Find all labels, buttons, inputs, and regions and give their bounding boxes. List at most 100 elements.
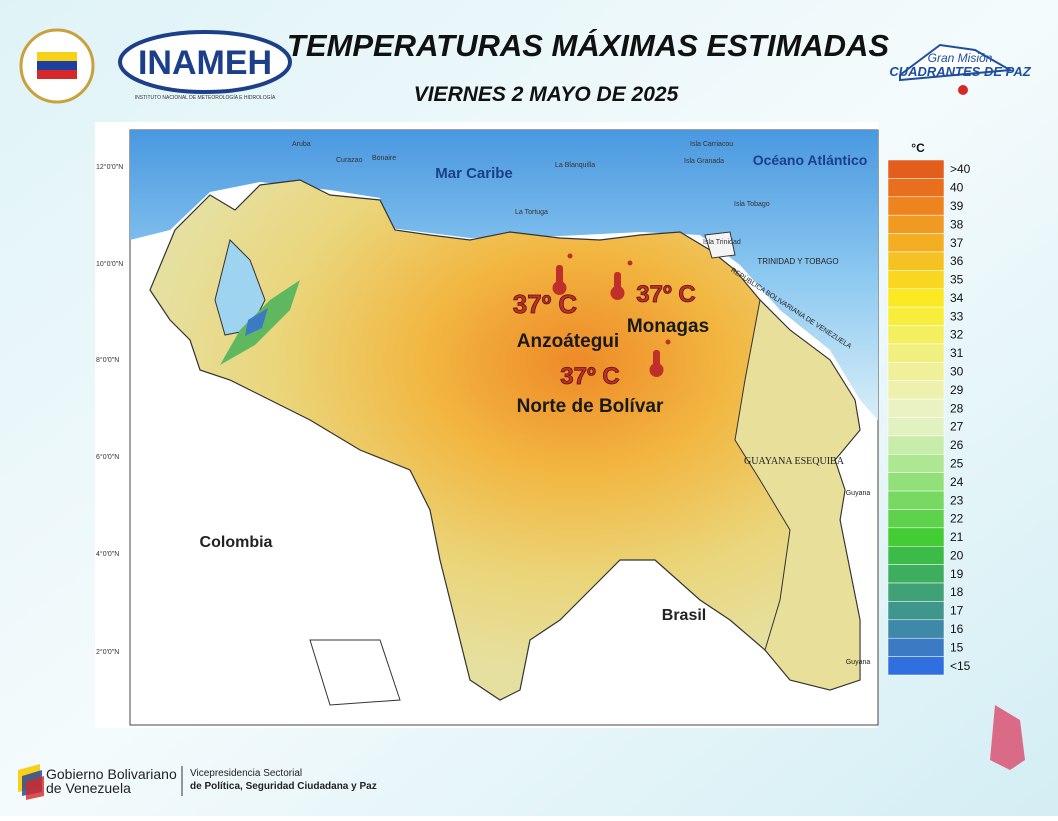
legend-label: 26 — [950, 438, 964, 452]
legend-swatch — [887, 527, 945, 547]
annotation-region: Monagas — [627, 316, 709, 337]
legend-swatch — [887, 251, 945, 271]
island-labels: Aruba Curazao Bonaire La Tortuga La Blan… — [292, 141, 770, 246]
legend-label: 34 — [950, 291, 964, 305]
legend-label: 19 — [950, 567, 964, 581]
logo-subtext: INSTITUTO NACIONAL DE METEOROLOGÍA E HID… — [135, 94, 276, 101]
country-label: Colombia — [200, 534, 273, 551]
lat-label: 8°0'0"N — [96, 356, 119, 364]
trinidad — [704, 231, 736, 259]
legend-label: 20 — [950, 548, 964, 562]
island-label: Isla Granada — [684, 158, 724, 165]
legend-label: 24 — [950, 475, 964, 489]
legend-label: 37 — [950, 236, 964, 250]
country-label: TRINIDAD Y TOBAGO — [757, 257, 838, 266]
annotation-temp: 37º C — [636, 281, 695, 308]
lat-label: 6°0'0"N — [96, 453, 119, 461]
footer-main: Gobierno Bolivariano — [46, 766, 177, 782]
legend-swatch — [887, 509, 945, 529]
legend-label: 15 — [950, 640, 964, 654]
legend-swatch — [887, 656, 945, 676]
inameh-logo — [118, 30, 292, 94]
colombia-shape — [309, 639, 401, 706]
legend-label: 38 — [950, 217, 964, 231]
lat-label: 12°0'0"N — [96, 163, 123, 171]
legend-label: 33 — [950, 309, 964, 323]
legend-swatch — [887, 398, 945, 418]
bicentennial-logo — [990, 705, 1025, 770]
logo-right-main: CUADRANTES DE PAZ — [889, 64, 1031, 79]
legend-swatch — [887, 270, 945, 290]
lat-label: 10°0'0"N — [96, 260, 123, 268]
legend-swatch — [887, 380, 945, 400]
legend: °C >40 40 39 38 37 36 35 34 33 32 31 30 29 28 27 26 25 24… — [887, 141, 971, 676]
island-label: Isla Tobago — [734, 201, 770, 208]
island-label: Aruba — [292, 141, 311, 148]
legend-label: 25 — [950, 456, 964, 470]
footer-sub: de Venezuela — [46, 780, 131, 796]
island-label: Isla Carriacou — [690, 141, 733, 148]
logo-text: INAMEH — [138, 44, 272, 82]
country-label: Guyana — [846, 659, 871, 666]
legend-label: 21 — [950, 530, 964, 544]
legend-label: 30 — [950, 365, 964, 379]
legend-label: 16 — [950, 622, 964, 636]
annotations: 37º C Anzoátegui 37º C Monagas 37º C Nor… — [512, 281, 709, 417]
legend-label: 23 — [950, 493, 964, 507]
legend-swatch — [887, 214, 945, 234]
legend-swatch — [887, 601, 945, 621]
latitude-labels: 12°0'0"N 10°0'0"N 8°0'0"N 6°0'0"N 4°0'0"… — [96, 163, 123, 656]
legend-swatch — [887, 306, 945, 326]
legend-swatch — [887, 233, 945, 253]
lat-label: 2°0'0"N — [96, 648, 119, 656]
legend-swatch — [887, 362, 945, 381]
footer-line2: de Política, Seguridad Ciudadana y Paz — [190, 781, 377, 792]
island-label: Isla Trinidad — [703, 239, 741, 246]
legend-label: 18 — [950, 585, 964, 599]
annotation-temp: 37º C — [513, 289, 578, 319]
date: VIERNES 2 MAYO DE 2025 — [414, 83, 679, 106]
legend-unit: °C — [911, 141, 925, 155]
island-label: Bonaire — [372, 155, 396, 162]
legend-label: 39 — [950, 199, 964, 213]
legend-swatch — [887, 490, 945, 510]
legend-label: 32 — [950, 328, 964, 342]
country-label: Brasil — [662, 607, 706, 624]
legend-swatch — [887, 178, 945, 198]
title: TEMPERATURAS MÁXIMAS ESTIMADAS — [287, 28, 890, 63]
sea-label: Mar Caribe — [435, 165, 513, 182]
legend-swatch — [887, 325, 945, 345]
legend-label: 35 — [950, 273, 964, 287]
annotation-region: Norte de Bolívar — [517, 396, 664, 417]
legend-swatch — [887, 472, 945, 492]
legend-swatch — [887, 435, 945, 455]
legend-swatch — [887, 288, 945, 308]
sea-label-line: Océano Atlántico — [753, 152, 868, 168]
legend-label: <15 — [950, 659, 971, 673]
guayana-esequiba — [734, 298, 861, 691]
lat-label: 4°0'0"N — [96, 550, 119, 558]
legend-swatch — [887, 159, 945, 179]
legend-swatch — [887, 196, 945, 216]
legend-swatch — [887, 343, 945, 363]
legend-label: 22 — [950, 512, 964, 526]
legend-label: 29 — [950, 383, 964, 397]
country-label: Guyana — [846, 490, 871, 497]
cuadrantes-logo — [899, 43, 1014, 82]
logo-right-top: Gran Misión — [928, 51, 993, 65]
annotation-region: Anzoátegui — [517, 331, 619, 352]
island-label: La Tortuga — [515, 209, 548, 216]
andes-peak — [245, 308, 268, 336]
legend-label: 17 — [950, 604, 964, 618]
island-label: La Blanquilla — [555, 162, 595, 169]
annotation-temp: 37º C — [560, 363, 619, 390]
island-label: Curazao — [336, 157, 363, 164]
legend-label: 31 — [950, 346, 964, 360]
legend-swatch — [887, 564, 945, 584]
legend-label: 40 — [950, 181, 964, 195]
thermometers — [552, 253, 671, 377]
legend-swatch — [887, 582, 945, 602]
legend-swatch — [887, 417, 945, 437]
